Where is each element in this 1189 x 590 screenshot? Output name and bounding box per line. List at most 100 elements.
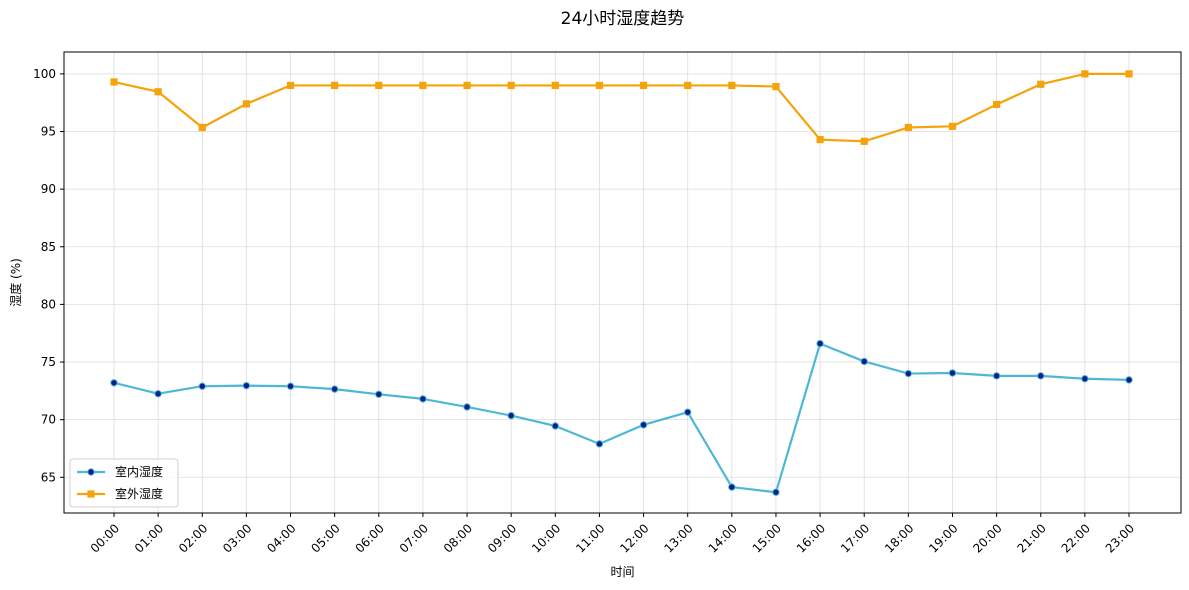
data-point: [772, 488, 780, 496]
y-tick-label: 100: [33, 67, 56, 81]
plot-frame: [63, 51, 1182, 514]
x-tick-label: 02:00: [176, 521, 210, 555]
x-tick-label: 04:00: [264, 521, 298, 555]
y-tick-label: 65: [41, 470, 56, 484]
y-tick-label: 90: [41, 182, 56, 196]
data-point: [110, 78, 118, 86]
data-point: [242, 381, 251, 390]
data-point: [463, 403, 471, 411]
x-axis-label: 时间: [610, 565, 634, 579]
x-tick-label: 11:00: [573, 521, 607, 555]
data-point: [551, 81, 559, 90]
data-point: [728, 81, 736, 90]
x-tick-label: 15:00: [750, 521, 784, 555]
legend-swatch-marker: [87, 490, 95, 498]
data-point: [684, 81, 692, 90]
x-tick-label: 17:00: [838, 521, 872, 555]
x-tick-label: 12:00: [617, 521, 651, 555]
data-point: [1037, 372, 1045, 380]
grid: [64, 52, 1181, 513]
x-tick-label: 01:00: [132, 521, 166, 555]
data-point: [1037, 80, 1045, 88]
data-point: [1081, 375, 1089, 383]
data-point: [683, 408, 692, 416]
x-tick-label: 19:00: [926, 521, 960, 555]
data-point: [595, 440, 604, 448]
x-tick-label: 20:00: [970, 521, 1004, 555]
y-axis: 65 70 75 80 85 90 95 100: [33, 67, 64, 484]
series-1: [110, 339, 1133, 496]
data-point: [198, 382, 206, 390]
x-tick-label: 21:00: [1014, 521, 1048, 555]
x-tick-label: 16:00: [794, 521, 828, 555]
x-tick-label: 13:00: [661, 521, 695, 555]
data-point: [242, 100, 250, 108]
legend-label: 室内湿度: [115, 464, 163, 479]
legend-item: 室内湿度: [77, 464, 163, 479]
data-point: [728, 483, 736, 491]
data-point: [904, 369, 913, 378]
data-point: [198, 123, 206, 132]
data-point: [375, 390, 383, 398]
x-tick-label: 14:00: [706, 521, 740, 555]
data-point: [595, 81, 604, 90]
data-point: [1081, 70, 1089, 78]
y-tick-label: 85: [41, 240, 56, 254]
x-axis: 00:00 01:00 02:00 03:00 04:00 05:00 06:00 07:00…: [88, 513, 1137, 556]
series-line: [113, 342, 1130, 494]
data-point: [331, 81, 339, 90]
data-point: [154, 390, 162, 398]
data-point: [419, 81, 427, 90]
data-point: [1125, 376, 1133, 384]
x-tick-label: 09:00: [485, 521, 519, 555]
x-tick-label: 10:00: [529, 521, 563, 555]
series-layer: [110, 70, 1133, 496]
data-point: [419, 395, 427, 403]
data-point: [816, 135, 824, 144]
y-tick-label: 75: [41, 355, 56, 369]
x-tick-label: 22:00: [1059, 521, 1093, 555]
x-tick-label: 03:00: [220, 521, 254, 555]
y-tick-label: 80: [41, 297, 56, 311]
data-point: [463, 81, 471, 90]
y-axis-label: 湿度 (%): [8, 258, 23, 307]
x-tick-label: 05:00: [308, 521, 342, 555]
data-point: [154, 88, 162, 96]
x-tick-label: 23:00: [1103, 521, 1137, 555]
data-point: [507, 81, 515, 90]
data-point: [860, 137, 868, 145]
data-point: [992, 372, 1001, 380]
x-tick-label: 18:00: [882, 521, 916, 555]
data-point: [948, 369, 957, 377]
data-point: [286, 382, 295, 390]
data-point: [551, 422, 560, 430]
data-point: [904, 123, 912, 132]
y-tick-label: 95: [41, 125, 56, 139]
legend-swatch-marker: [87, 468, 95, 476]
data-point: [330, 385, 339, 393]
data-point: [860, 357, 868, 366]
data-point: [772, 82, 780, 91]
y-tick-label: 70: [41, 413, 56, 427]
data-point: [639, 81, 648, 90]
data-point: [110, 379, 118, 387]
data-point: [507, 411, 515, 420]
x-tick-label: 00:00: [88, 521, 122, 555]
legend-label: 室外湿度: [115, 486, 163, 501]
x-tick-label: 07:00: [397, 521, 431, 555]
series-line: [113, 72, 1129, 143]
data-point: [948, 122, 957, 130]
legend-item: 室外湿度: [77, 486, 163, 501]
series-2: [110, 70, 1133, 145]
data-point: [1125, 70, 1133, 78]
chart-title: 24小时湿度趋势: [561, 9, 685, 29]
x-tick-label: 06:00: [353, 521, 387, 555]
data-point: [993, 100, 1001, 109]
x-tick-label: 08:00: [441, 521, 475, 555]
data-point: [375, 81, 383, 90]
data-point: [286, 81, 295, 90]
data-point: [639, 421, 648, 429]
data-point: [816, 339, 824, 348]
